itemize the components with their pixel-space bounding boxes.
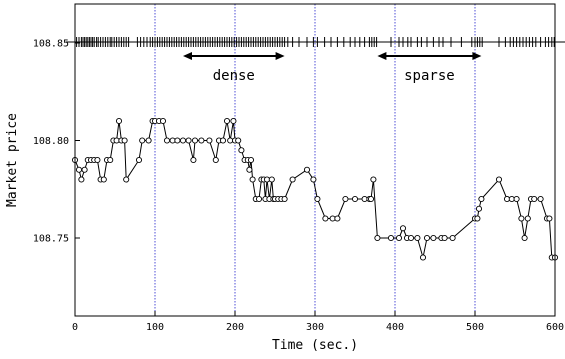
data-point <box>387 234 395 242</box>
data-point <box>314 195 321 203</box>
annotation-arrowhead-left <box>183 52 192 60</box>
data-point <box>185 137 192 144</box>
data-point <box>475 205 483 212</box>
x-tick-label: 400 <box>386 322 404 333</box>
data-point <box>322 215 329 222</box>
data-point <box>374 234 381 242</box>
data-point <box>524 215 531 222</box>
data-point <box>174 137 181 144</box>
data-point <box>249 176 256 183</box>
data-point <box>123 176 130 183</box>
data-point <box>135 156 143 164</box>
data-point <box>246 166 253 173</box>
data-point <box>75 166 83 173</box>
data-point <box>531 195 538 203</box>
annotation-label-sparse: sparse <box>404 68 455 84</box>
data-point <box>139 137 146 144</box>
data-point <box>395 234 403 242</box>
data-point <box>351 195 359 203</box>
data-point <box>513 195 520 203</box>
data-point <box>179 137 187 144</box>
data-point <box>100 176 107 183</box>
data-point <box>518 215 525 222</box>
x-tick-label: 200 <box>226 322 244 333</box>
data-point <box>289 176 296 183</box>
data-point <box>367 195 375 203</box>
data-point <box>206 137 213 144</box>
data-point <box>423 234 431 242</box>
annotation-arrowhead-right <box>472 52 482 60</box>
data-point <box>342 195 349 203</box>
x-axis: 0 100 200 300 400 500 600 <box>72 311 564 333</box>
data-point <box>268 176 275 183</box>
data-point <box>198 137 205 144</box>
data-point <box>219 137 227 144</box>
data-point <box>78 176 85 183</box>
annotations-layer: dense sparse <box>183 52 482 84</box>
data-point <box>449 234 456 242</box>
data-point <box>230 117 237 125</box>
data-point <box>81 166 88 173</box>
y-tick-label: 108.75 <box>33 234 69 245</box>
data-point <box>94 156 101 164</box>
data-point <box>235 137 242 144</box>
data-point <box>238 147 245 154</box>
data-point <box>121 137 128 144</box>
y-axis-title: Market price <box>5 113 20 207</box>
x-tick-label: 100 <box>146 322 164 333</box>
data-point <box>441 234 448 242</box>
data-point <box>303 166 311 173</box>
data-point <box>334 215 341 222</box>
x-tick-label: 300 <box>306 322 324 333</box>
data-point <box>521 234 528 242</box>
y-tick-label: 108.80 <box>33 136 69 147</box>
data-point <box>399 225 407 232</box>
data-point <box>115 117 123 125</box>
data-point <box>223 117 231 125</box>
x-axis-title: Time (sec.) <box>272 338 358 353</box>
data-point <box>407 234 415 242</box>
data-point <box>255 195 263 203</box>
y-tick-label: 108.85 <box>33 39 69 50</box>
data-point <box>247 156 255 164</box>
data-point <box>107 156 114 164</box>
data-point <box>430 234 437 242</box>
data-point <box>145 137 152 144</box>
y-axis: 108.75 108.80 108.85 <box>33 39 80 245</box>
data-point <box>478 195 485 203</box>
data-point <box>310 176 317 183</box>
tick-rug <box>66 37 565 47</box>
data-point <box>191 137 199 144</box>
x-tick-label: 600 <box>546 322 564 333</box>
data-point <box>419 254 427 261</box>
data-point <box>474 215 481 222</box>
data-point <box>281 195 288 203</box>
data-point <box>537 195 544 203</box>
guides-layer <box>154 4 476 316</box>
x-tick-label: 500 <box>466 322 484 333</box>
data-point <box>212 156 219 164</box>
annotation-arrowhead-left <box>377 52 387 60</box>
data-point <box>495 176 503 183</box>
series-layer <box>71 117 559 261</box>
data-point <box>370 176 377 183</box>
data-point <box>414 234 421 242</box>
data-point <box>163 137 171 144</box>
data-point <box>159 117 167 125</box>
annotation-label-dense: dense <box>213 68 255 84</box>
data-point <box>190 156 197 164</box>
annotation-arrowhead-right <box>275 52 285 60</box>
x-tick-label: 0 <box>72 322 78 333</box>
data-point <box>546 215 553 222</box>
